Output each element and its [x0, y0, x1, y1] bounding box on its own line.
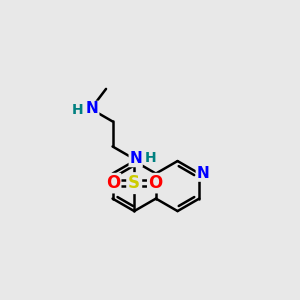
Text: O: O	[148, 174, 163, 192]
Text: N: N	[86, 101, 99, 116]
Text: N: N	[129, 152, 142, 166]
Text: O: O	[106, 174, 120, 192]
Text: H: H	[145, 151, 156, 164]
Text: H: H	[72, 103, 83, 117]
Text: S: S	[128, 174, 140, 192]
Text: N: N	[196, 166, 209, 181]
